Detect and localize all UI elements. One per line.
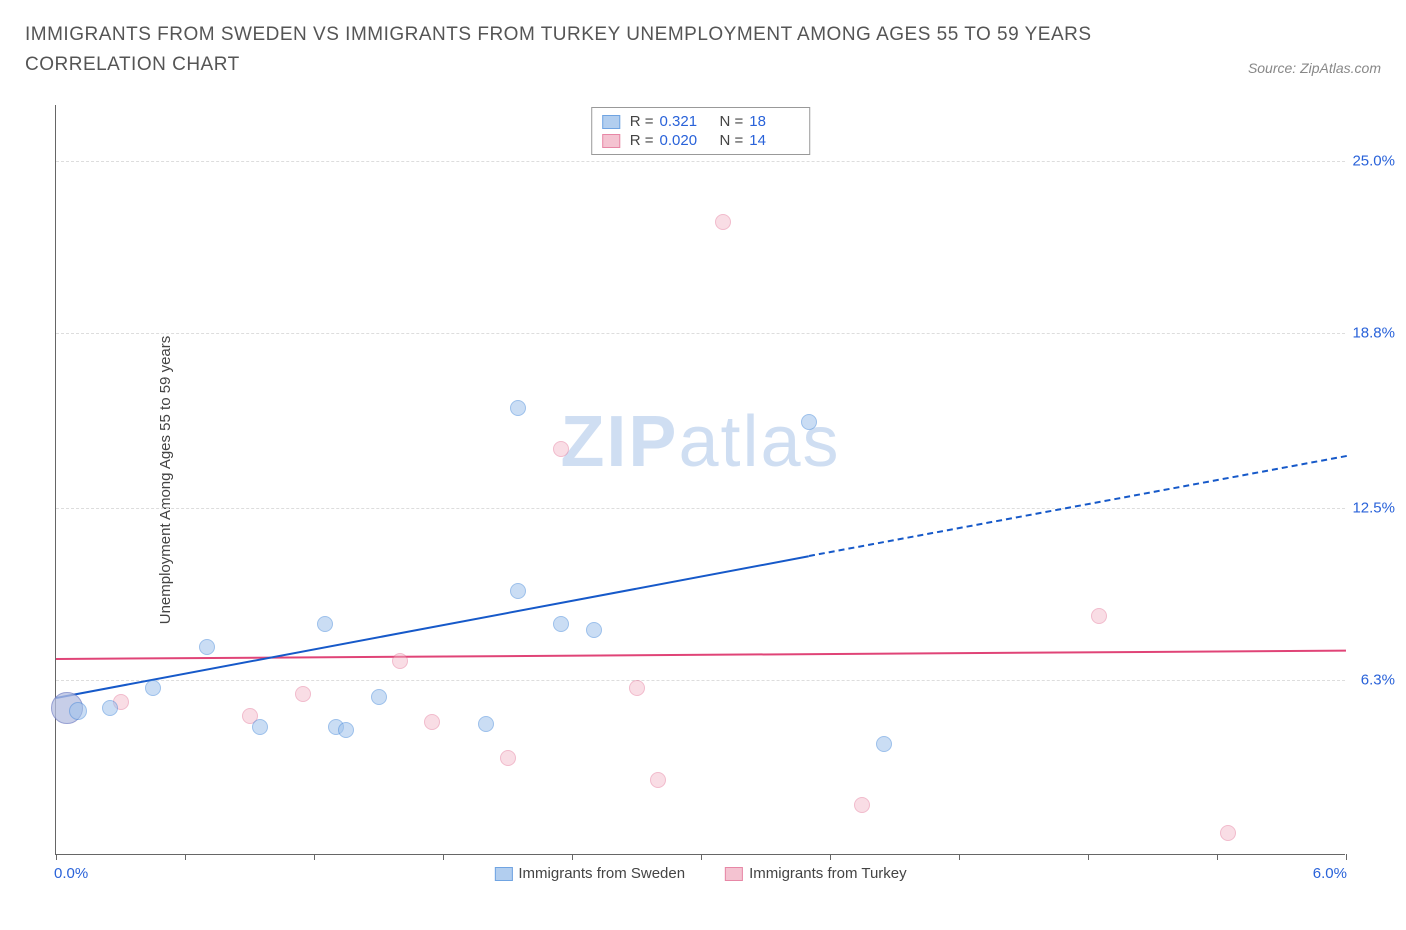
data-point-sweden[interactable] [510, 400, 526, 416]
data-point-sweden[interactable] [510, 583, 526, 599]
plot-area: ZIPatlas R = 0.321 N = 18 R = 0.020 N = … [55, 105, 1345, 855]
swatch-sweden-icon [494, 867, 512, 881]
legend-item-turkey: Immigrants from Turkey [725, 865, 907, 882]
y-tick-label: 6.3% [1361, 672, 1395, 689]
grid-line [56, 333, 1345, 334]
data-point-sweden[interactable] [102, 700, 118, 716]
data-point-turkey[interactable] [500, 750, 516, 766]
legend-stats: R = 0.321 N = 18 R = 0.020 N = 14 [591, 107, 811, 155]
data-point-turkey[interactable] [424, 714, 440, 730]
n-value-turkey: 14 [749, 132, 799, 149]
data-point-turkey[interactable] [629, 680, 645, 696]
chart-title: IMMIGRANTS FROM SWEDEN VS IMMIGRANTS FRO… [25, 20, 1125, 81]
data-point-sweden[interactable] [69, 702, 87, 720]
data-point-sweden[interactable] [553, 616, 569, 632]
data-point-turkey[interactable] [1220, 825, 1236, 841]
n-label: N = [720, 132, 744, 149]
r-label: R = [630, 132, 654, 149]
legend-stats-turkey: R = 0.020 N = 14 [602, 131, 800, 150]
data-point-sweden[interactable] [371, 689, 387, 705]
chart-container: ZIPatlas R = 0.321 N = 18 R = 0.020 N = … [55, 105, 1385, 885]
r-value-turkey: 0.020 [660, 132, 710, 149]
x-max-label: 6.0% [1313, 865, 1347, 882]
data-point-turkey[interactable] [650, 772, 666, 788]
y-tick-label: 18.8% [1352, 324, 1395, 341]
data-point-turkey[interactable] [392, 653, 408, 669]
data-point-turkey[interactable] [553, 441, 569, 457]
data-point-sweden[interactable] [586, 622, 602, 638]
x-tick [443, 854, 444, 860]
swatch-turkey-icon [725, 867, 743, 881]
grid-line [56, 680, 1345, 681]
legend-label-sweden: Immigrants from Sweden [518, 865, 685, 882]
data-point-sweden[interactable] [338, 722, 354, 738]
swatch-turkey [602, 134, 620, 148]
x-tick [830, 854, 831, 860]
chart-header: IMMIGRANTS FROM SWEDEN VS IMMIGRANTS FRO… [0, 0, 1406, 81]
data-point-turkey[interactable] [715, 214, 731, 230]
legend-item-sweden: Immigrants from Sweden [494, 865, 685, 882]
n-value-sweden: 18 [749, 113, 799, 130]
data-point-turkey[interactable] [854, 797, 870, 813]
r-value-sweden: 0.321 [660, 113, 710, 130]
trend-line [808, 455, 1346, 557]
x-tick [1088, 854, 1089, 860]
grid-line [56, 161, 1345, 162]
x-tick [185, 854, 186, 860]
grid-line [56, 508, 1345, 509]
trend-line [56, 649, 1346, 659]
x-tick [314, 854, 315, 860]
x-tick [56, 854, 57, 860]
data-point-sweden[interactable] [478, 716, 494, 732]
legend-series: Immigrants from Sweden Immigrants from T… [494, 865, 906, 882]
data-point-turkey[interactable] [295, 686, 311, 702]
data-point-sweden[interactable] [876, 736, 892, 752]
watermark: ZIPatlas [560, 401, 840, 483]
legend-label-turkey: Immigrants from Turkey [749, 865, 907, 882]
x-tick [1217, 854, 1218, 860]
swatch-sweden [602, 115, 620, 129]
legend-stats-sweden: R = 0.321 N = 18 [602, 112, 800, 131]
data-point-turkey[interactable] [1091, 608, 1107, 624]
data-point-sweden[interactable] [145, 680, 161, 696]
x-tick [959, 854, 960, 860]
r-label: R = [630, 113, 654, 130]
data-point-sweden[interactable] [252, 719, 268, 735]
x-min-label: 0.0% [54, 865, 88, 882]
data-point-sweden[interactable] [801, 414, 817, 430]
n-label: N = [720, 113, 744, 130]
x-tick [701, 854, 702, 860]
y-tick-label: 12.5% [1352, 499, 1395, 516]
source-attribution: Source: ZipAtlas.com [1248, 60, 1381, 76]
data-point-sweden[interactable] [317, 616, 333, 632]
x-tick [572, 854, 573, 860]
x-tick [1346, 854, 1347, 860]
data-point-sweden[interactable] [199, 639, 215, 655]
y-axis-label: Unemployment Among Ages 55 to 59 years [157, 335, 174, 624]
y-tick-label: 25.0% [1352, 152, 1395, 169]
